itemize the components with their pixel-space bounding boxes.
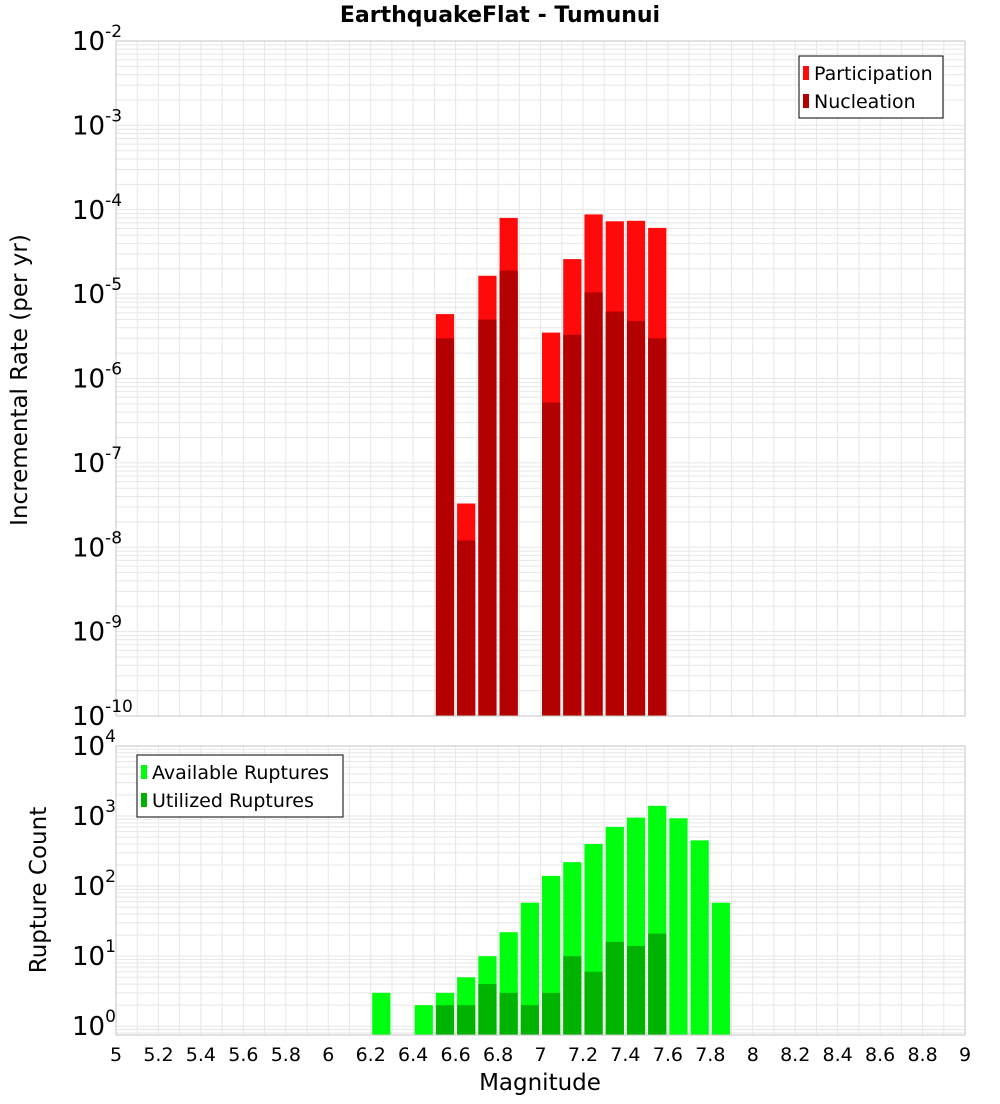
top-bar-nucleation: [563, 334, 582, 716]
top-y-axis-label: Incremental Rate (per yr): [7, 234, 33, 526]
top-y-tick-label: 10-8: [72, 528, 122, 563]
x-tick-label: 5.2: [143, 1044, 173, 1066]
bottom-y-axis-label: Rupture Count: [26, 807, 52, 973]
top-bar-nucleation: [478, 319, 497, 716]
top-bar-nucleation: [457, 540, 476, 716]
x-tick-label: 8.8: [907, 1044, 937, 1066]
bottom-y-tick-label: 104: [72, 727, 116, 762]
top-y-tick-label: 10-5: [72, 275, 122, 310]
x-tick-label: 6.2: [356, 1044, 386, 1066]
x-tick-label: 7.2: [568, 1044, 598, 1066]
bottom-legend-label: Available Ruptures: [152, 762, 329, 784]
bottom-y-tick-label: 102: [72, 867, 116, 902]
top-legend-swatch: [803, 66, 809, 80]
x-tick-label: 6: [322, 1044, 334, 1066]
bottom-bar-available-ruptures: [690, 840, 709, 1035]
x-tick-label: 5.8: [271, 1044, 301, 1066]
top-plot-frame: [115, 40, 966, 717]
top-legend-box: [798, 55, 944, 119]
chart-title: EarthquakeFlat - Tumunui: [340, 3, 660, 28]
bottom-legend: Available Ruptures Utilized Ruptures: [136, 754, 344, 818]
bottom-bar-utilized-ruptures: [499, 992, 518, 1035]
bottom-legend-box: [136, 754, 344, 818]
bottom-bar-utilized-ruptures: [563, 956, 582, 1035]
top-legend-label: Nucleation: [814, 91, 916, 113]
x-tick-label: 5: [110, 1044, 122, 1066]
x-tick-label: 6.6: [440, 1044, 470, 1066]
bottom-bar-available-ruptures: [711, 902, 731, 1035]
bottom-bar-utilized-ruptures: [478, 984, 497, 1035]
bottom-bar-utilized-ruptures: [648, 933, 667, 1035]
bottom-legend-swatch: [141, 793, 147, 807]
top-legend-swatch: [803, 94, 809, 108]
top-bar-nucleation: [435, 338, 455, 716]
bottom-legend-swatch: [141, 765, 147, 779]
x-tick-label: 6.4: [398, 1044, 428, 1066]
top-y-tick-label: 10-6: [72, 360, 122, 395]
top-legend: Participation Nucleation: [798, 55, 944, 119]
top-panel: 10-10 10-9 10-8 10-7 10-6 10-5 10-4 10-3 10-2 Par…: [72, 22, 966, 732]
top-legend-label: Participation: [814, 63, 933, 85]
top-y-tick-label: 10-7: [72, 444, 122, 479]
x-tick-label: 8: [747, 1044, 759, 1066]
top-gridlines: [115, 40, 966, 717]
bottom-bar-available-ruptures: [669, 818, 688, 1035]
bottom-bar-utilized-ruptures: [605, 941, 624, 1035]
top-y-tick-label: 10-4: [72, 191, 122, 226]
x-tick-label: 7.8: [695, 1044, 725, 1066]
top-bar-nucleation: [605, 311, 624, 716]
top-y-tick-label: 10-2: [72, 22, 122, 57]
x-tick-label: 8.6: [865, 1044, 895, 1066]
bottom-legend-label: Utilized Ruptures: [152, 790, 314, 812]
bottom-bar-available-ruptures: [372, 992, 391, 1035]
bottom-panel: 100 101 102 103 104 Available Ruptures Utilize…: [72, 727, 966, 1042]
bottom-bar-utilized-ruptures: [626, 945, 646, 1035]
x-tick-label: 7.4: [610, 1044, 640, 1066]
top-y-tick-label: 10-10: [72, 697, 133, 732]
x-tick-label: 9: [959, 1044, 971, 1066]
top-y-tick-label: 10-3: [72, 106, 122, 141]
top-bar-nucleation: [626, 321, 646, 716]
top-y-tick-label: 10-9: [72, 613, 122, 648]
bottom-plot-frame: [115, 745, 966, 1036]
bottom-bar-utilized-ruptures: [584, 971, 603, 1035]
x-tick-label: 6.8: [483, 1044, 513, 1066]
top-bar-nucleation: [499, 270, 518, 716]
bottom-bar-available-ruptures: [414, 1005, 433, 1035]
bottom-bar-utilized-ruptures: [435, 1005, 455, 1035]
top-bar-nucleation: [648, 338, 667, 716]
top-bar-nucleation: [542, 402, 561, 716]
bottom-bar-available-ruptures: [520, 902, 539, 1035]
x-axis-label: Magnitude: [479, 1070, 601, 1096]
bottom-bar-utilized-ruptures: [457, 1005, 476, 1035]
bottom-bar-utilized-ruptures: [542, 992, 561, 1035]
x-tick-label: 8.2: [780, 1044, 810, 1066]
bottom-y-tick-label: 100: [72, 1007, 116, 1042]
x-tick-label: 7: [534, 1044, 546, 1066]
x-tick-label: 5.6: [228, 1044, 258, 1066]
x-tick-label: 8.4: [823, 1044, 853, 1066]
bottom-bar-utilized-ruptures: [520, 1005, 539, 1035]
x-tick-label: 5.4: [186, 1044, 216, 1066]
top-bar-nucleation: [584, 292, 603, 716]
bottom-y-tick-label: 103: [72, 797, 116, 832]
x-tick-label: 7.6: [653, 1044, 683, 1066]
bottom-y-tick-label: 101: [72, 937, 116, 972]
